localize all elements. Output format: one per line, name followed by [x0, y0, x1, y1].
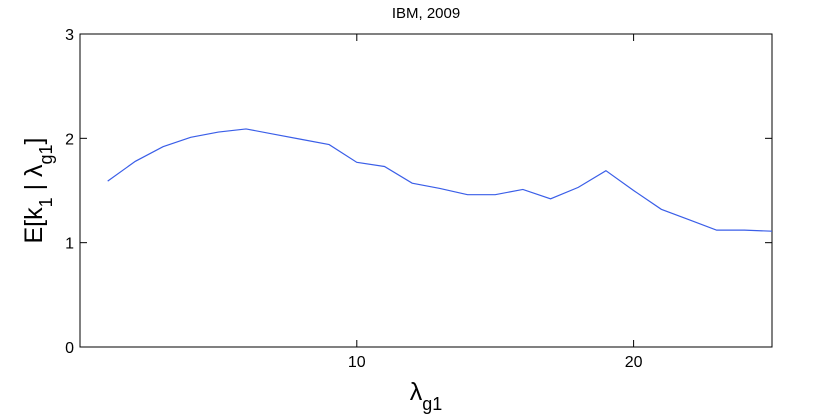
y-axis-label: E[k1 | λg1] — [20, 137, 56, 243]
y-tick-label: 1 — [65, 236, 74, 253]
plot-area — [79, 33, 773, 348]
x-tick-label: 20 — [625, 354, 643, 371]
label-part: E[k — [20, 207, 48, 244]
x-tick-label: 10 — [348, 354, 366, 371]
x-axis-label: λg1 — [410, 378, 443, 414]
label-part: 1 — [36, 197, 56, 207]
label-part: λ — [410, 378, 423, 406]
chart-title: IBM, 2009 — [392, 5, 460, 22]
y-tick-label: 3 — [65, 27, 74, 44]
y-tick-label: 0 — [65, 340, 74, 357]
line-series — [107, 128, 773, 232]
label-part: g1 — [36, 144, 56, 164]
label-part: | λ — [20, 164, 48, 197]
label-part: g1 — [422, 394, 442, 414]
y-tick-label: 2 — [65, 131, 74, 148]
label-part: ] — [20, 137, 48, 144]
